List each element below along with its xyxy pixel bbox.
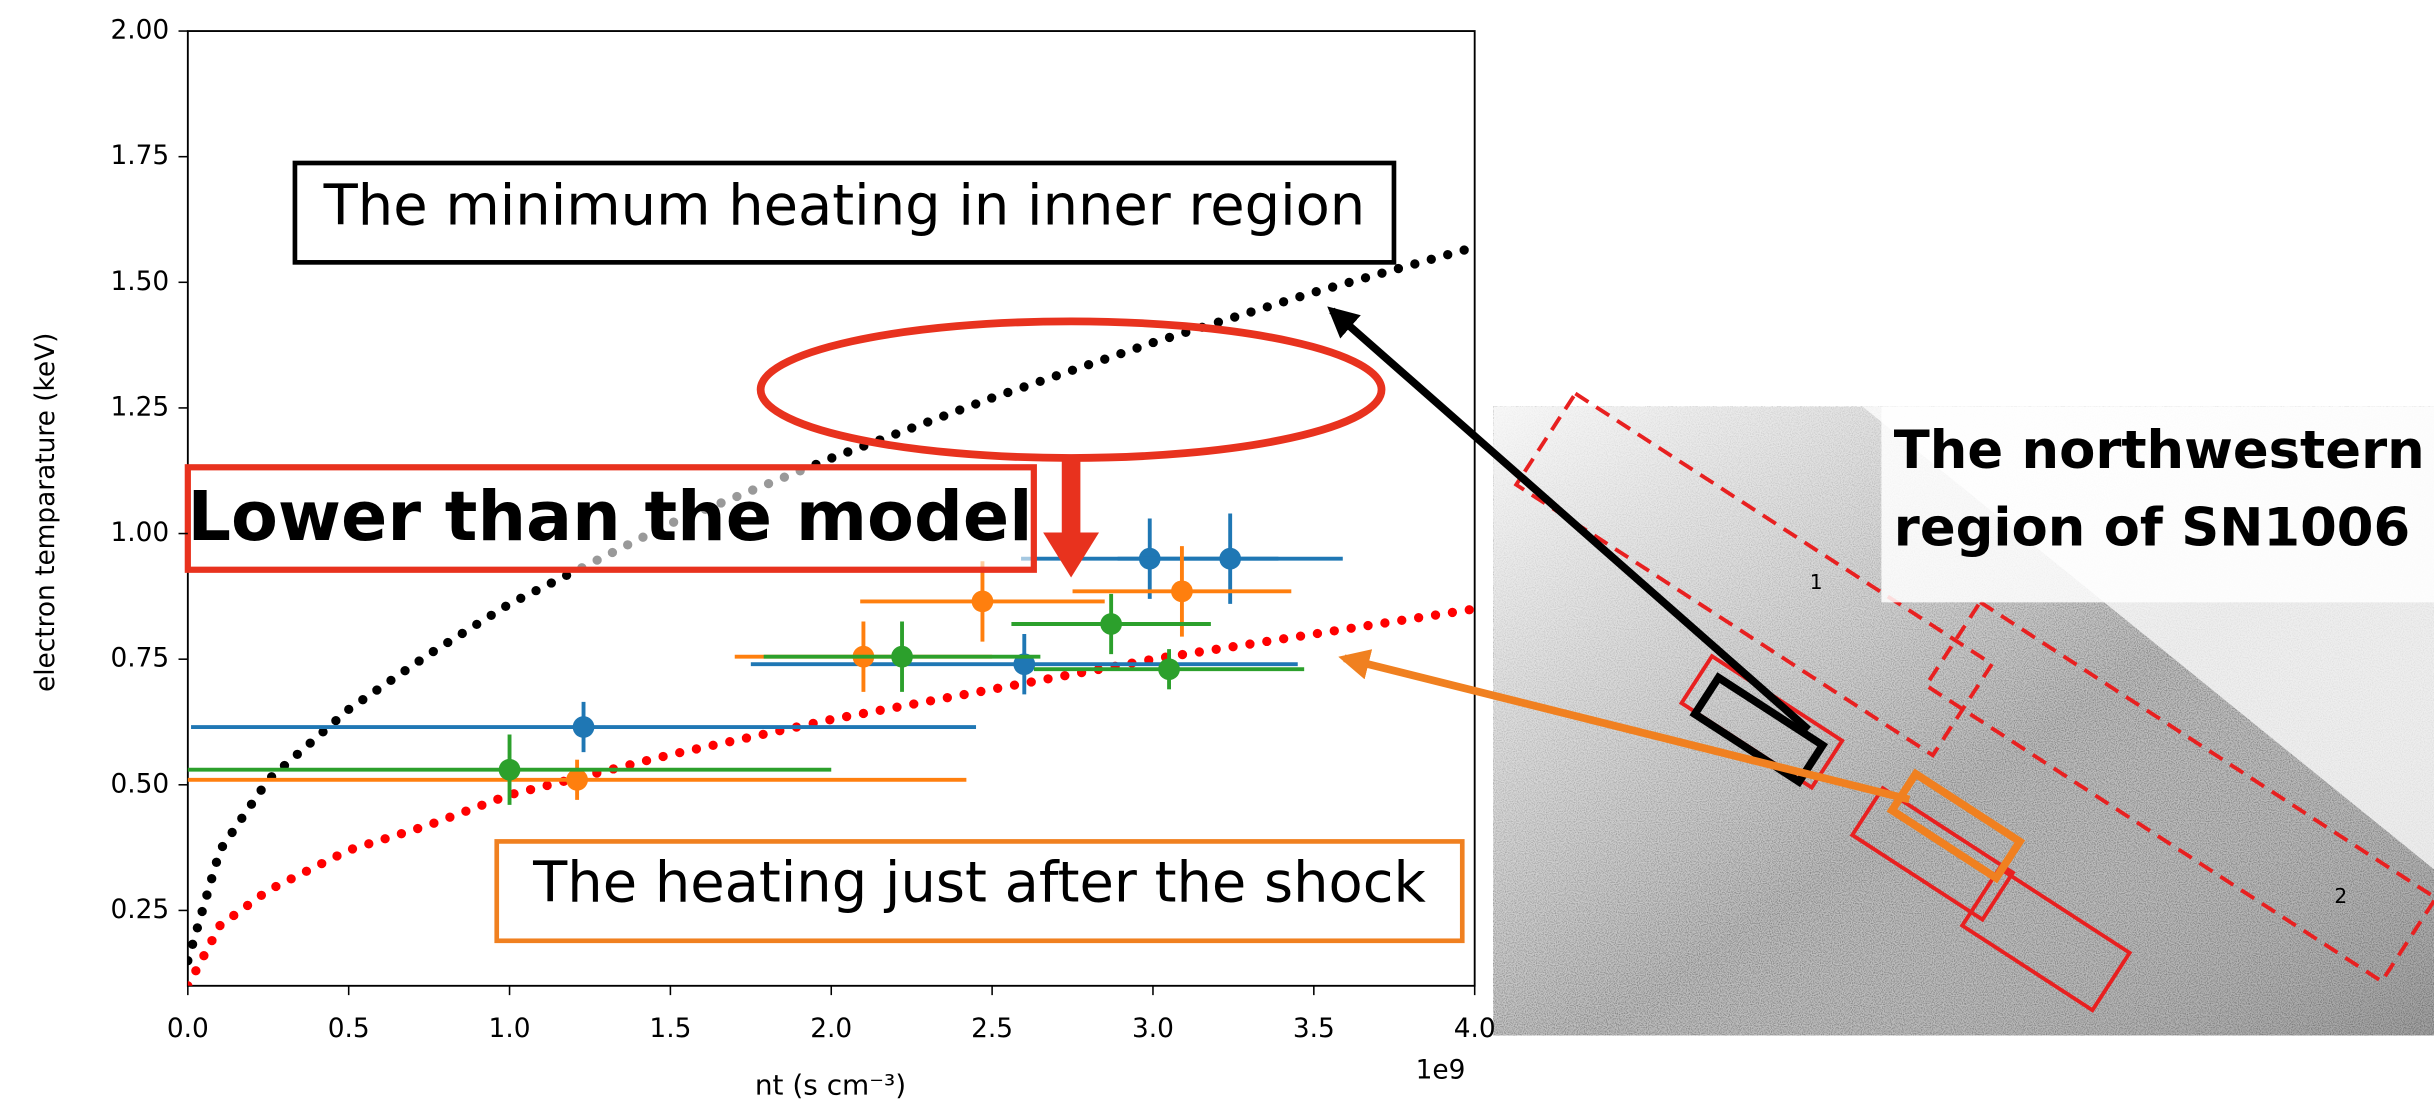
x-tick-label: 1.0 <box>489 1014 531 1044</box>
data-point <box>1171 580 1193 602</box>
x-tick-label: 1.5 <box>649 1014 691 1044</box>
annotation: The minimum heating in inner region <box>323 174 1366 239</box>
y-tick-label: 1.50 <box>110 267 169 297</box>
down-arrow-head <box>1043 532 1099 577</box>
x-tick-label: 0.5 <box>328 1014 370 1044</box>
data-point <box>566 769 588 791</box>
figure: 1 2 The northwestern region of SN1006 el… <box>0 0 2434 1110</box>
data-point <box>499 759 521 781</box>
x-tick-label: 2.5 <box>971 1014 1013 1044</box>
sn1006-image: 1 2 The northwestern region of SN1006 <box>1493 394 2434 1036</box>
y-tick-label: 1.00 <box>110 518 169 548</box>
data-point <box>1158 658 1180 680</box>
x-tick-label: 2.0 <box>810 1014 852 1044</box>
data-point <box>573 716 595 738</box>
region-label: 2 <box>2334 884 2347 908</box>
x-tick-label: 0.0 <box>167 1014 209 1044</box>
data-point <box>1219 548 1241 570</box>
y-tick-label: 1.25 <box>110 392 169 422</box>
data-point <box>972 591 994 613</box>
y-axis-label: electron temparature (keV) <box>31 333 61 692</box>
x-tick-label: 4.0 <box>1454 1014 1496 1044</box>
image-caption: region of SN1006 <box>1894 498 2410 559</box>
x-axis-label: nt (s cm⁻³) <box>755 1069 906 1102</box>
y-tick-label: 1.75 <box>110 141 169 171</box>
y-tick-label: 0.50 <box>110 769 169 799</box>
data-point <box>891 646 913 668</box>
region-label: 1 <box>1810 570 1823 594</box>
y-tick-label: 0.75 <box>110 644 169 674</box>
image-caption: The northwestern <box>1894 420 2425 481</box>
highlight-ellipse <box>761 321 1382 458</box>
x-tick-label: 3.0 <box>1132 1014 1174 1044</box>
page: {"chart_data": { "type": "scatter", "xla… <box>0 0 2434 1110</box>
y-tick-label: 2.00 <box>110 16 169 46</box>
data-point <box>1100 613 1122 635</box>
y-tick-label: 0.25 <box>110 895 169 925</box>
x-offset-label: 1e9 <box>1416 1056 1466 1086</box>
annotation: The heating just after the shock <box>532 851 1426 916</box>
x-tick-label: 3.5 <box>1293 1014 1335 1044</box>
annotation: Lower than the model <box>188 478 1033 557</box>
